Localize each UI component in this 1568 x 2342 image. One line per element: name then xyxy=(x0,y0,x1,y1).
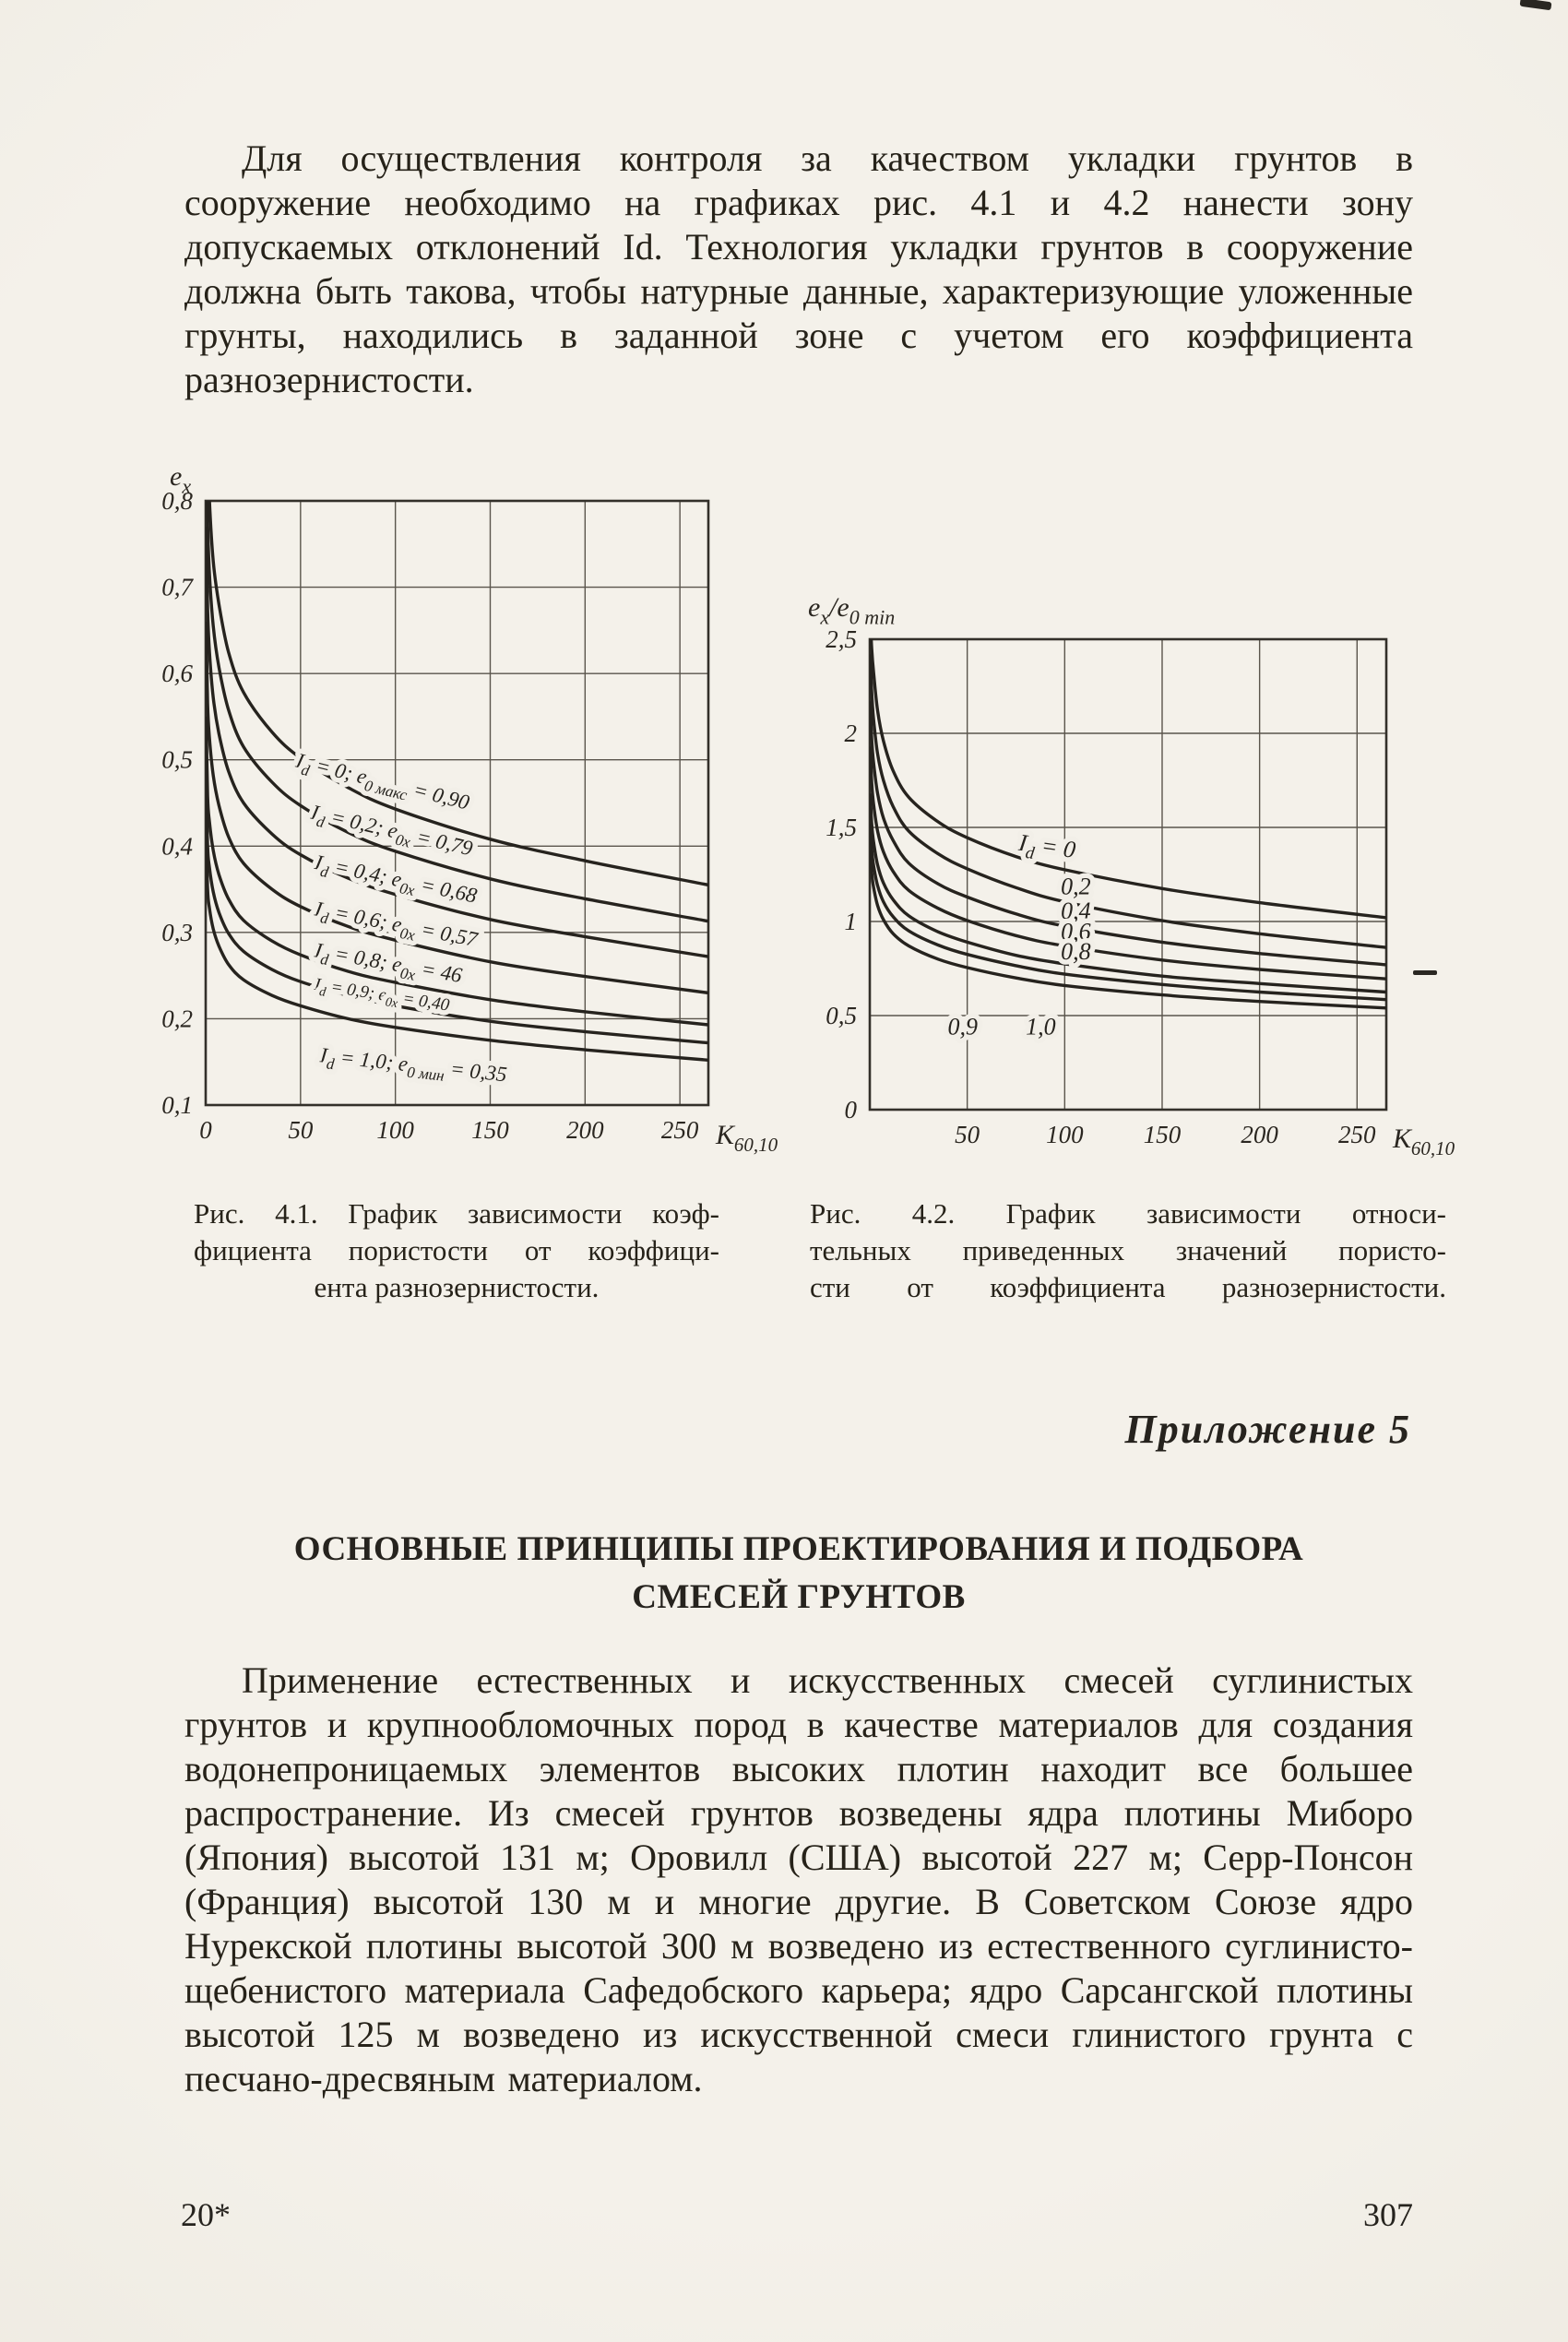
page-footer: 20* 307 xyxy=(181,2195,1413,2234)
scan-artifact xyxy=(1519,0,1552,11)
section-heading: ОСНОВНЫЕ ПРИНЦИПЫ ПРОЕКТИРОВАНИЯ И ПОДБО… xyxy=(184,1526,1413,1622)
data-curve xyxy=(208,501,708,887)
y-tick-label: 2,5 xyxy=(826,625,857,653)
figure-4-2: 50 100 150 200 250 0 0,5 1 1,5 2 2,5 ex/e0 min К60,1… xyxy=(791,588,1455,1306)
x-tick-label: 50 xyxy=(288,1116,314,1144)
heading-line: ОСНОВНЫЕ ПРИНЦИПЫ ПРОЕКТИРОВАНИЯ И ПОДБО… xyxy=(293,1530,1304,1568)
caption-line: Рис. 4.1. График зависимости коэф- xyxy=(194,1197,719,1230)
figure-4-1: 0 50 100 150 200 250 0,1 0,2 0,3 0,4 0,5 0,6 0,7 0,8 e… xyxy=(118,459,791,1306)
signature-mark: 20* xyxy=(181,2196,231,2233)
y-tick-label: 0,3 xyxy=(161,919,193,946)
data-curve xyxy=(206,777,708,1045)
data-curve xyxy=(206,501,708,923)
y-tick-label: 0,6 xyxy=(161,660,193,687)
data-curve xyxy=(870,701,1386,967)
figures-row: 0 50 100 150 200 250 0,1 0,2 0,3 0,4 0,5 0,6 0,7 0,8 e… xyxy=(118,459,1455,1306)
x-tick-label: 200 xyxy=(1241,1121,1278,1148)
curve-label: 0,8 xyxy=(1061,938,1091,965)
data-curve xyxy=(206,716,708,1027)
heading-line: СМЕСЕЙ ГРУНТОВ xyxy=(632,1578,966,1616)
data-curve xyxy=(206,828,708,1062)
y-axis-label: ex xyxy=(170,461,191,497)
curve-label: Id = 0 xyxy=(1016,829,1077,870)
scan-artifact xyxy=(1413,970,1437,975)
caption-line: Рис. 4.2. График зависимости относи- xyxy=(810,1197,1446,1230)
curve-label: 1,0 xyxy=(1026,1013,1056,1040)
y-tick-label: 0,5 xyxy=(161,746,193,774)
intro-paragraph: Для осуществления контроля за качеством … xyxy=(184,137,1413,400)
data-curve xyxy=(870,746,1386,981)
caption-line: ента разнозернистости. xyxy=(314,1271,600,1303)
x-tick-label: 100 xyxy=(1046,1121,1084,1148)
data-curve xyxy=(206,621,708,995)
y-tick-label: 0,7 xyxy=(161,574,194,601)
y-tick-label: 0,8 xyxy=(161,487,193,515)
data-curve xyxy=(870,654,1386,949)
data-curve xyxy=(870,793,1386,994)
curve-label: 0,9 xyxy=(948,1013,979,1040)
y-tick-label: 0,1 xyxy=(161,1091,193,1119)
y-tick-label: 1 xyxy=(845,908,858,935)
x-tick-label: 250 xyxy=(1338,1121,1376,1148)
x-tick-label: 200 xyxy=(566,1116,604,1144)
body-paragraph: Применение естественных и искусственных … xyxy=(184,1659,1413,2099)
y-tick-label: 0,4 xyxy=(161,832,193,860)
curve-label: 0,6 xyxy=(1061,918,1091,945)
data-curve xyxy=(870,850,1386,1010)
x-tick-label: 50 xyxy=(955,1121,980,1148)
y-tick-label: 0,5 xyxy=(826,1002,857,1029)
x-tick-label: 250 xyxy=(661,1116,699,1144)
curve-label: 0,4 xyxy=(1061,898,1091,924)
curve-label: 0,2 xyxy=(1061,873,1091,899)
x-axis-label: К60,10 xyxy=(1392,1123,1455,1159)
y-axis-label: ex/e0 min xyxy=(808,592,895,628)
caption-line: тельных приведенных значений пористо- xyxy=(810,1234,1446,1266)
data-curve xyxy=(206,527,708,958)
x-tick-label: 150 xyxy=(471,1116,509,1144)
figure-4-1-chart: 0 50 100 150 200 250 0,1 0,2 0,3 0,4 0,5 0,6 0,7 0,8e… xyxy=(161,461,778,1156)
y-tick-label: 1,5 xyxy=(826,814,857,841)
appendix-label: Приложение 5 xyxy=(1124,1407,1411,1452)
x-tick-label: 100 xyxy=(376,1116,414,1144)
x-axis-label: К60,10 xyxy=(715,1120,778,1156)
caption-line: фициента пористости от коэффици- xyxy=(194,1234,719,1266)
caption-line: сти от коэффициента разнозернистости. xyxy=(810,1271,1446,1303)
figure-4-1-caption: Рис. 4.1. График зависимости коэф- фицие… xyxy=(194,1195,719,1306)
x-tick-label: 150 xyxy=(1144,1121,1182,1148)
figure-4-2-caption: Рис. 4.2. График зависимости относи- тел… xyxy=(810,1195,1446,1306)
y-tick-label: 2 xyxy=(845,719,858,747)
plot-frame xyxy=(868,637,1388,1112)
data-curve xyxy=(870,823,1386,1002)
page-number: 307 xyxy=(1363,2196,1413,2233)
y-tick-label: 0,2 xyxy=(161,1005,193,1032)
y-tick-label: 0 xyxy=(845,1096,858,1123)
curve-label: Id = 1,0; e0 мин = 0,35 xyxy=(317,1043,507,1091)
data-curve xyxy=(870,639,1386,920)
x-tick-label: 0 xyxy=(199,1116,212,1144)
figure-4-2-chart: 50 100 150 200 250 0 0,5 1 1,5 2 2,5ex/e0 min К60,1… xyxy=(808,592,1455,1159)
